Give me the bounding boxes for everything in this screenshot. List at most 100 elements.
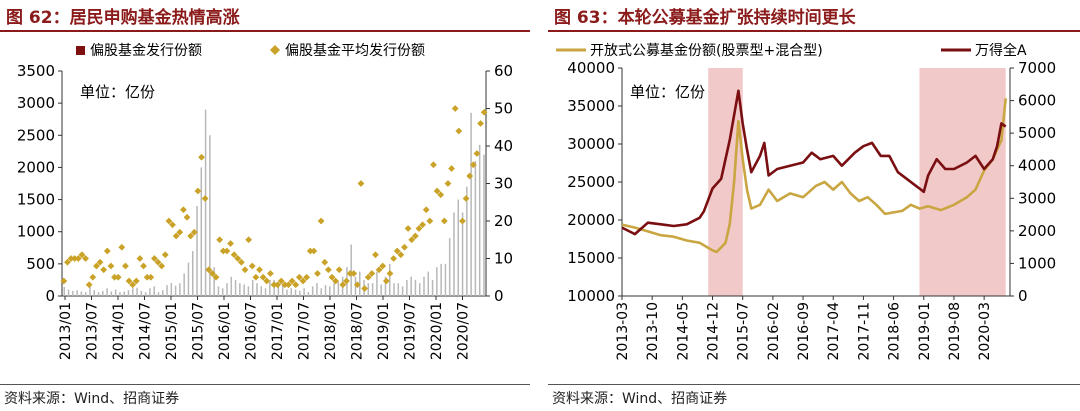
scatter-avg-offering-share (183, 213, 191, 221)
x-tick-label: 2015-07 (736, 302, 752, 361)
bar-offering-share (226, 283, 228, 296)
right-chart-svg: 10000 15000 20000 25000 30000 35000 40000 0 1000… (556, 42, 1056, 361)
scatter-avg-offering-share (350, 270, 358, 277)
right-y-tick-label: 4000 (1018, 157, 1056, 175)
left-source-rule (0, 384, 530, 385)
scatter-avg-offering-share (314, 270, 321, 277)
left-y-tick-label: 3500 (17, 62, 55, 80)
bar-offering-share (256, 283, 258, 296)
bar-offering-share (311, 286, 314, 296)
scatter-avg-offering-share (263, 277, 271, 285)
bar-offering-share (444, 263, 447, 296)
bar-offering-share (260, 286, 263, 296)
scatter-avg-offering-share (241, 266, 249, 274)
scatter-avg-offering-share (180, 206, 187, 214)
scatter-avg-offering-share (480, 108, 488, 116)
x-tick-label: 2018/07 (350, 302, 366, 360)
x-tick-label: 2014/07 (138, 302, 154, 360)
scatter-avg-offering-share (223, 247, 231, 255)
scatter-avg-offering-share (136, 255, 144, 262)
scatter-avg-offering-share (310, 247, 318, 255)
scatter-avg-offering-share (248, 262, 256, 270)
bar-offering-share (440, 263, 442, 296)
scatter-avg-offering-share (393, 247, 401, 255)
scatter-avg-offering-share (118, 243, 126, 251)
scatter-avg-offering-share (466, 172, 474, 180)
bar-offering-share (461, 212, 464, 296)
scatter-avg-offering-share (306, 247, 314, 255)
scatter-avg-offering-share (172, 232, 180, 240)
right-y-tick-label: 1000 (1018, 254, 1056, 272)
bar-offering-share (234, 279, 237, 296)
scatter-avg-offering-share (216, 236, 224, 244)
bar-offering-share (80, 291, 83, 296)
bar-offering-share (149, 288, 151, 296)
bar-offering-share (367, 283, 370, 296)
bar-offering-share (406, 279, 408, 296)
left-y-tick-label: 25000 (567, 173, 615, 191)
scatter-avg-offering-share (281, 281, 289, 289)
bar-offering-share (217, 286, 220, 296)
x-tick-label: 2013-03 (615, 302, 631, 361)
bar-offering-share (466, 186, 468, 296)
x-tick-label: 2017/07 (297, 302, 313, 360)
scatter-avg-offering-share (430, 161, 437, 169)
x-tick-label: 2014-05 (675, 302, 691, 361)
scatter-avg-offering-share (415, 225, 423, 232)
bar-offering-share (119, 292, 121, 296)
legend-label-wind-all-a: 万得全A (975, 42, 1027, 59)
bar-offering-share (179, 283, 181, 296)
bar-offering-share (213, 267, 215, 296)
bar-offering-share (209, 135, 211, 296)
bar-offering-share (247, 286, 250, 296)
scatter-avg-offering-share (422, 206, 430, 214)
bar-offering-share (174, 285, 177, 296)
scatter-avg-offering-share (455, 127, 463, 135)
scatter-avg-offering-share (256, 266, 263, 274)
scatter-avg-offering-share (187, 232, 195, 240)
scatter-avg-offering-share (227, 240, 234, 247)
bar-offering-share (123, 291, 125, 296)
scatter-avg-offering-share (332, 277, 340, 285)
left-y-tick-label: 500 (26, 255, 55, 273)
bar-offering-share (316, 283, 318, 296)
bar-offering-share (277, 286, 280, 296)
bar-offering-share (67, 289, 70, 296)
x-tick-label: 2014-12 (706, 302, 722, 361)
left-y-tick-label: 1500 (17, 191, 55, 209)
scatter-avg-offering-share (437, 191, 445, 199)
right-y-tick-label: 50 (494, 100, 513, 118)
scatter-avg-offering-share (299, 277, 307, 285)
scatter-avg-offering-share (368, 270, 376, 277)
bar-offering-share (136, 287, 138, 296)
x-tick-label: 2019-08 (947, 302, 963, 361)
scatter-avg-offering-share (107, 262, 115, 270)
bar-offering-share (418, 283, 421, 296)
right-y-tick-label: 30 (494, 175, 513, 193)
scatter-avg-offering-share (190, 228, 198, 236)
scatter-avg-offering-share (285, 281, 292, 289)
scatter-avg-offering-share (397, 251, 405, 259)
shaded-period (919, 68, 1006, 296)
scatter-avg-offering-share (303, 273, 311, 281)
bar-offering-share (303, 288, 305, 296)
bar-offering-share (183, 273, 185, 296)
bar-offering-share (380, 284, 382, 296)
scatter-avg-offering-share (379, 262, 387, 270)
legend-label-bar: 偏股基金发行份额 (90, 42, 202, 59)
bar-offering-share (401, 286, 404, 296)
x-tick-label: 2019/07 (403, 302, 419, 360)
legend-label-fund-shares: 开放式公募基金份额(股票型+混合型) (590, 42, 823, 59)
bar-offering-share (196, 206, 198, 296)
x-tick-label: 2020/01 (429, 302, 445, 360)
bar-offering-share (110, 291, 113, 296)
x-tick-label: 2016-09 (796, 302, 812, 361)
left-source-note: 资料来源：Wind、招商证券 (4, 391, 180, 407)
x-tick-label: 2015/01 (164, 302, 180, 360)
unit-note: 单位：亿份 (80, 83, 155, 101)
bar-offering-share (204, 109, 207, 296)
right-y-tick-label: 2000 (1018, 222, 1056, 240)
scatter-avg-offering-share (100, 266, 108, 274)
bar-offering-share (200, 167, 203, 296)
scatter-avg-offering-share (419, 221, 426, 229)
